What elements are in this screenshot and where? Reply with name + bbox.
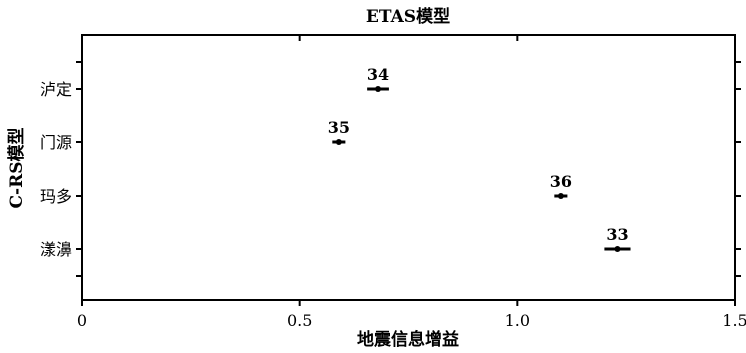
y-category-label: 漾濞 (40, 240, 72, 259)
x-tick-label: 1.5 (722, 311, 746, 330)
x-tick-label: 0 (77, 311, 87, 330)
data-label: 35 (328, 118, 350, 137)
y-category-label: 泸定 (40, 80, 72, 99)
x-tick-label: 1.0 (505, 311, 530, 330)
data-point (375, 86, 382, 92)
data-label: 36 (550, 172, 572, 191)
data-point (335, 139, 342, 145)
x-axis-title: 地震信息增益 (357, 329, 459, 350)
y-category-label: 玛多 (40, 187, 72, 206)
data-point (557, 193, 564, 199)
chart-title: ETAS模型 (366, 6, 450, 27)
data-point (614, 246, 621, 252)
y-category-label: 门源 (40, 133, 72, 152)
data-label: 34 (367, 65, 389, 84)
y-axis-title: C-RS模型 (6, 128, 27, 209)
x-tick-label: 0.5 (287, 311, 312, 330)
data-label: 33 (606, 225, 628, 244)
plot-frame (81, 34, 736, 301)
